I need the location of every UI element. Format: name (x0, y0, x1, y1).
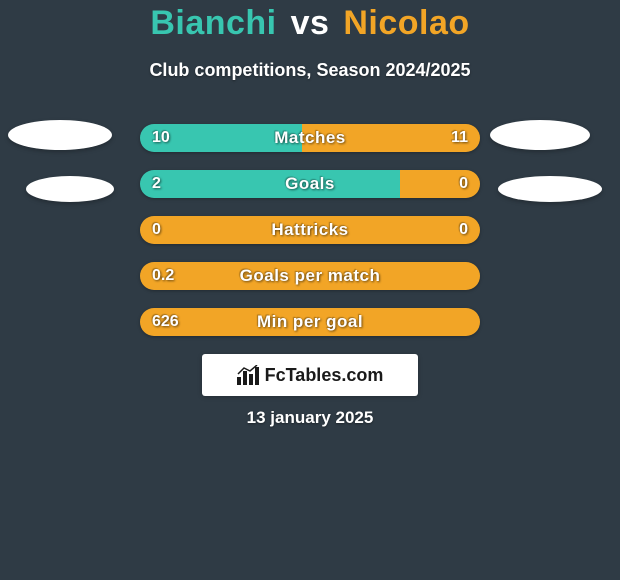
title-player1: Bianchi (150, 4, 276, 42)
stat-label: Goals per match (140, 262, 480, 290)
date-text: 13 january 2025 (0, 408, 620, 428)
stat-value-right: 0 (459, 170, 468, 198)
stat-row: Hattricks0 0 (140, 216, 480, 244)
title-player2: Nicolao (343, 4, 469, 42)
stat-value-left: 626 (152, 308, 179, 336)
stat-value-left: 2 (152, 170, 161, 198)
stat-row: Goals2 0 (140, 170, 480, 198)
player1-badge-bottom (26, 176, 114, 202)
chart-icon (237, 365, 259, 385)
subtitle: Club competitions, Season 2024/2025 (0, 60, 620, 81)
brand-text: FcTables.com (265, 365, 384, 386)
title-vs: vs (291, 4, 330, 42)
stat-row: Goals per match0.2 (140, 262, 480, 290)
stat-value-left: 0.2 (152, 262, 174, 290)
stat-row: Matches10 11 (140, 124, 480, 152)
brand-box: FcTables.com (202, 354, 418, 396)
stat-value-right: 11 (451, 124, 468, 152)
stat-label: Matches (140, 124, 480, 152)
stat-value-left: 10 (152, 124, 170, 152)
player1-badge-top (8, 120, 112, 150)
player2-badge-top (490, 120, 590, 150)
stat-value-right: 0 (459, 216, 468, 244)
stat-value-left: 0 (152, 216, 161, 244)
stat-label: Goals (140, 170, 480, 198)
comparison-infographic: Bianchi vs Nicolao Club competitions, Se… (0, 0, 620, 580)
stat-label: Min per goal (140, 308, 480, 336)
player2-badge-bottom (498, 176, 602, 202)
page-title: Bianchi vs Nicolao (0, 4, 620, 43)
stat-row: Min per goal626 (140, 308, 480, 336)
stat-label: Hattricks (140, 216, 480, 244)
